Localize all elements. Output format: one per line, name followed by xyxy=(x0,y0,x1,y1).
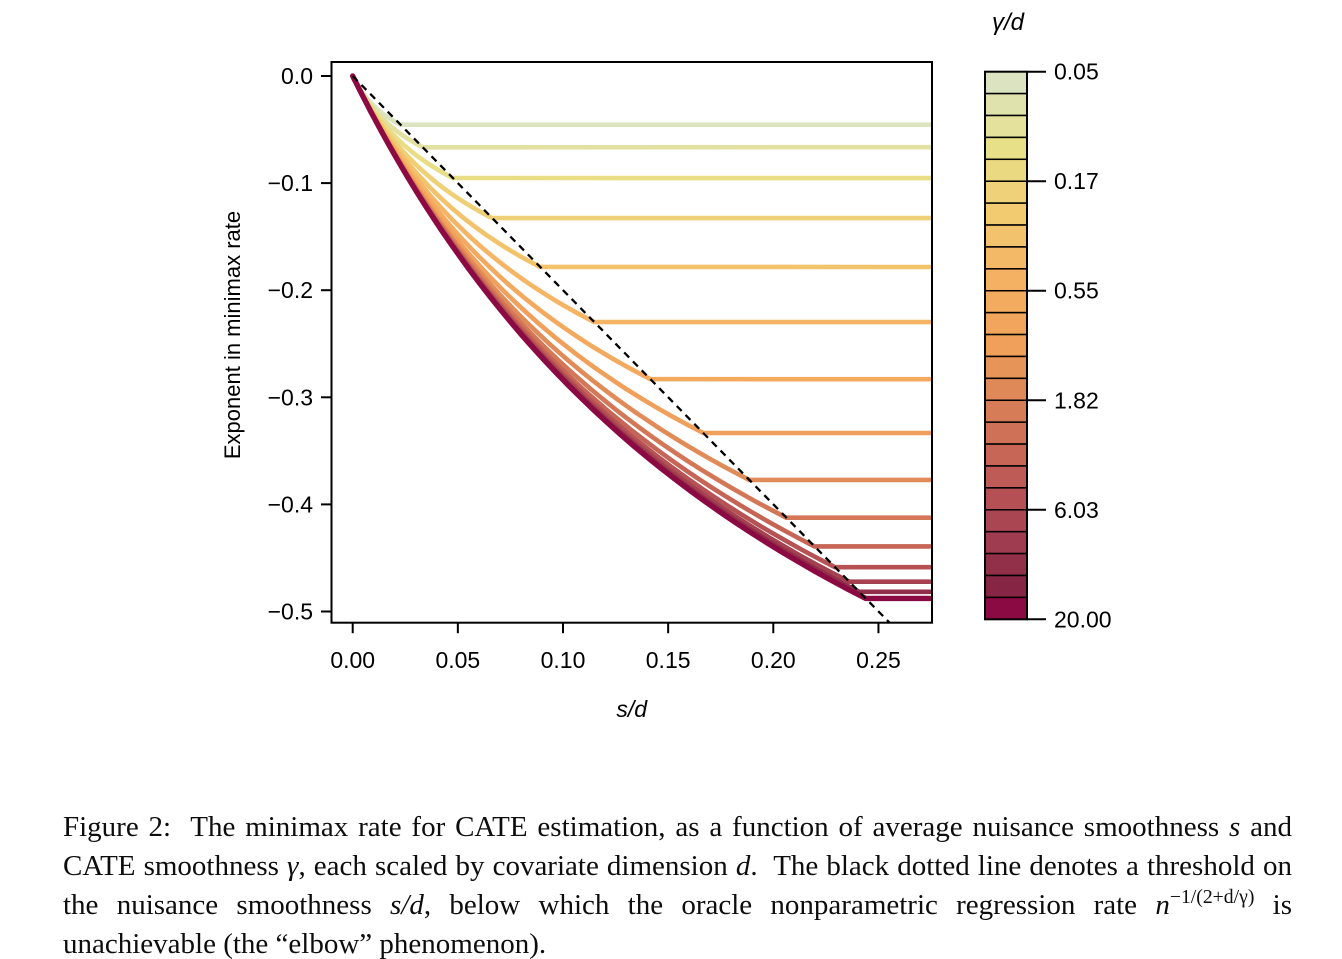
caption-run: −1/(2+d/γ) xyxy=(1169,886,1255,909)
colorbar-segment xyxy=(984,136,1028,161)
caption-run: Figure 2: The minimax rate for CATE esti… xyxy=(63,811,1229,843)
minimax-rate-chart: 0.00 0.05 0.10 0.15 0.20 0.25 0.0 −0.1 −0.2 −0.3 −… xyxy=(220,9,1112,722)
colorbar-segment xyxy=(984,246,1028,270)
colorbar-segment xyxy=(984,355,1028,380)
colorbar-segment xyxy=(984,158,1028,182)
x-tick-label: 0.20 xyxy=(751,647,796,673)
rate-curve xyxy=(350,73,933,150)
caption-run: and CATE smoothness xyxy=(63,811,1292,882)
y-axis-title: Exponent in minimax rate xyxy=(220,211,245,459)
y-tick-label: −0.4 xyxy=(268,491,314,517)
colorbar-segment xyxy=(984,552,1028,577)
x-tick-label: 0.10 xyxy=(541,647,586,673)
x-tick-label: 0.15 xyxy=(646,647,691,673)
colorbar-title: γ/d xyxy=(992,9,1025,36)
caption-run: , each scaled by covariate dimension xyxy=(298,850,736,882)
caption-run: n xyxy=(1155,889,1170,921)
colorbar-segment xyxy=(984,224,1028,248)
rate-curve xyxy=(350,73,933,483)
y-tick-label: −0.1 xyxy=(268,170,313,196)
colorbar-segment xyxy=(984,399,1028,423)
colorbar-tick-label: 0.05 xyxy=(1054,59,1099,85)
rate-curve xyxy=(350,73,933,602)
colorbar-segment xyxy=(984,289,1028,314)
colorbar-tick-label: 6.03 xyxy=(1054,497,1099,523)
caption-run: γ xyxy=(287,850,299,882)
colorbar-segment xyxy=(984,70,1028,95)
colorbar-segment xyxy=(984,114,1028,139)
rate-curve xyxy=(350,73,933,584)
colorbar-tick-label: 0.55 xyxy=(1054,278,1099,304)
colorbar-segment xyxy=(984,574,1028,599)
colorbar-segment xyxy=(984,530,1028,555)
x-tick-label: 0.00 xyxy=(330,647,375,673)
colorbar-segment xyxy=(984,443,1028,467)
plot-box xyxy=(330,61,933,624)
y-tick-label: 0.0 xyxy=(281,63,313,89)
caption-run: d xyxy=(735,850,751,882)
colorbar-segment xyxy=(984,465,1028,489)
caption-run: s/d xyxy=(390,889,424,921)
elbow-threshold-line xyxy=(351,75,891,624)
colorbar-segment xyxy=(984,333,1028,358)
colorbar-tick-label: 20.00 xyxy=(1054,606,1112,632)
x-axis-title: s/d xyxy=(616,696,648,722)
rate-curve xyxy=(350,73,933,127)
colorbar-segment xyxy=(984,268,1028,292)
colorbar-segment xyxy=(984,311,1028,336)
colorbar-segment xyxy=(984,202,1028,226)
colorbar-segment xyxy=(984,92,1028,117)
colorbar-frame xyxy=(984,70,1028,621)
colorbar-segment xyxy=(984,180,1028,204)
colorbar-segment xyxy=(984,596,1028,621)
colorbar-tick-label: 0.17 xyxy=(1054,168,1099,194)
caption-run: , below which the oracle nonparametric r… xyxy=(423,889,1156,921)
rate-curve xyxy=(350,73,933,181)
colorbar-segment xyxy=(984,509,1028,533)
caption-run: s xyxy=(1228,811,1241,843)
figure-caption: Figure 2: The minimax rate for CATE esti… xyxy=(63,808,1292,959)
colorbar-tick-label: 1.82 xyxy=(1054,387,1099,413)
colorbar-segment xyxy=(984,421,1028,445)
caption-run: . The black dotted line denotes a thresh… xyxy=(63,850,1292,921)
y-tick-label: −0.3 xyxy=(268,384,313,410)
colorbar-segment xyxy=(984,487,1028,511)
rate-curve xyxy=(350,73,933,595)
colorbar-segment xyxy=(984,377,1028,402)
y-tick-label: −0.5 xyxy=(268,599,313,625)
y-tick-label: −0.2 xyxy=(268,277,313,303)
caption-run: is unachievable (the “elbow” phenomenon)… xyxy=(63,889,1292,959)
x-tick-label: 0.05 xyxy=(435,647,480,673)
x-tick-label: 0.25 xyxy=(856,647,901,673)
